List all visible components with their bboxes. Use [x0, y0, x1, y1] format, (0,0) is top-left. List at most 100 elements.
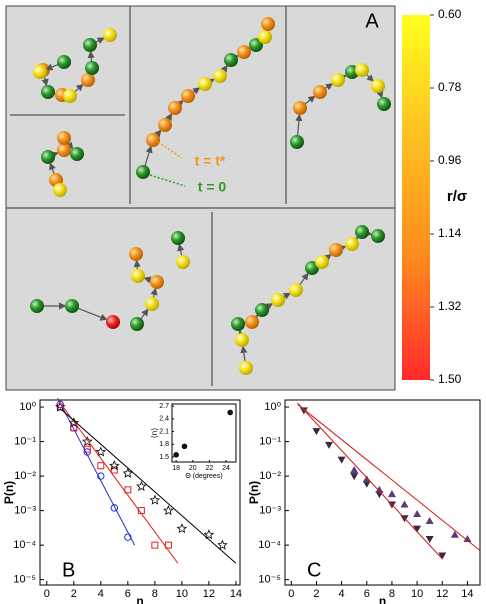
marker [176, 523, 188, 534]
particle [83, 38, 97, 52]
chain-arrow [144, 145, 153, 167]
particle [30, 299, 44, 313]
y-tick-label: 10⁻² [259, 470, 281, 482]
particle [231, 317, 245, 331]
marker [82, 436, 93, 447]
x-tick-label: 8 [389, 588, 395, 600]
marker [450, 530, 459, 538]
y-tick-label: 1.5 [159, 454, 169, 461]
marker [362, 480, 371, 488]
particle [249, 38, 263, 52]
colorbar-tick-label: 0.60 [438, 7, 462, 21]
marker [413, 525, 422, 533]
particle [239, 361, 253, 375]
marker [97, 472, 105, 480]
particle [106, 315, 120, 329]
chain-arrow [165, 112, 173, 122]
particle [168, 101, 182, 115]
particle [377, 97, 391, 111]
marker [350, 466, 359, 474]
y-tick-label: 2.1 [159, 428, 169, 435]
x-axis-label: n [379, 594, 386, 604]
inset-frame [171, 403, 237, 463]
x-tick-label: 14 [461, 588, 473, 600]
marker [110, 504, 119, 512]
particle [57, 55, 71, 69]
particle [81, 73, 95, 87]
chain-arrow [74, 83, 84, 93]
chain-arrow [140, 308, 149, 320]
chain-arrow [177, 243, 185, 257]
particle [271, 293, 285, 307]
particle [371, 79, 385, 93]
chain-arrow [324, 83, 334, 91]
marker [151, 541, 159, 549]
particle [224, 53, 238, 67]
x-tick-label: 24 [222, 465, 230, 472]
panel-label: C [307, 559, 321, 581]
marker [425, 536, 434, 544]
particle [293, 101, 307, 115]
y-tick-label: 10⁰ [19, 401, 36, 413]
particle [237, 45, 251, 59]
chain-arrow [220, 64, 228, 73]
marker [387, 490, 396, 498]
particle [129, 247, 143, 261]
marker [362, 475, 371, 483]
marker [68, 417, 80, 428]
panel-label: A [365, 10, 379, 32]
panel-label: B [62, 559, 75, 581]
x-tick-label: 2 [313, 588, 319, 600]
x-tick-label: 10 [176, 588, 188, 600]
particle [290, 135, 304, 149]
particle [261, 17, 275, 31]
y-tick-label: 10⁻³ [259, 505, 281, 517]
particle [145, 297, 159, 311]
marker [217, 539, 228, 550]
chain-arrow [66, 141, 74, 150]
marker [350, 473, 359, 481]
particle [355, 225, 369, 239]
marker [312, 428, 321, 436]
y-tick-label: 10⁻⁴ [13, 539, 36, 551]
x-tick-label: 0 [44, 588, 50, 600]
y-tick-label: 10⁻² [14, 470, 36, 482]
chain-arrow [154, 129, 162, 138]
colorbar-tick-label: 1.50 [438, 372, 462, 386]
particle [57, 131, 71, 145]
chain-arrow [87, 50, 95, 63]
x-tick-label: 4 [98, 588, 104, 600]
particle [198, 77, 212, 91]
colorbar [402, 15, 430, 380]
chain-arrow [240, 345, 248, 363]
y-tick-label: 10⁰ [264, 401, 281, 413]
particle [85, 61, 99, 75]
marker [110, 466, 118, 474]
particle [171, 231, 185, 245]
y-tick-label: 10⁻⁴ [258, 539, 281, 551]
particle [181, 89, 195, 103]
fit-line [297, 403, 481, 551]
marker [227, 409, 233, 416]
y-tick-label: 1.8 [159, 441, 169, 448]
marker [136, 480, 147, 491]
y-axis-label: P(n) [2, 481, 16, 504]
marker [325, 441, 334, 449]
marker [337, 456, 346, 464]
particle [103, 28, 117, 42]
x-tick-label: 20 [189, 465, 197, 472]
chain-arrow [133, 259, 141, 271]
x-tick-label: 6 [125, 588, 131, 600]
panel-dividers [6, 6, 395, 386]
y-axis-label: P(n) [247, 481, 261, 504]
marker [463, 535, 472, 543]
x-tick-label: 12 [203, 588, 215, 600]
particle [136, 165, 150, 179]
marker [375, 485, 384, 493]
colorbar-tick-label: 0.78 [438, 80, 462, 94]
y-axis-label: ⟨n⟩ [150, 428, 159, 439]
chain-arrow [150, 287, 158, 299]
particle [57, 143, 71, 157]
marker [97, 462, 105, 470]
